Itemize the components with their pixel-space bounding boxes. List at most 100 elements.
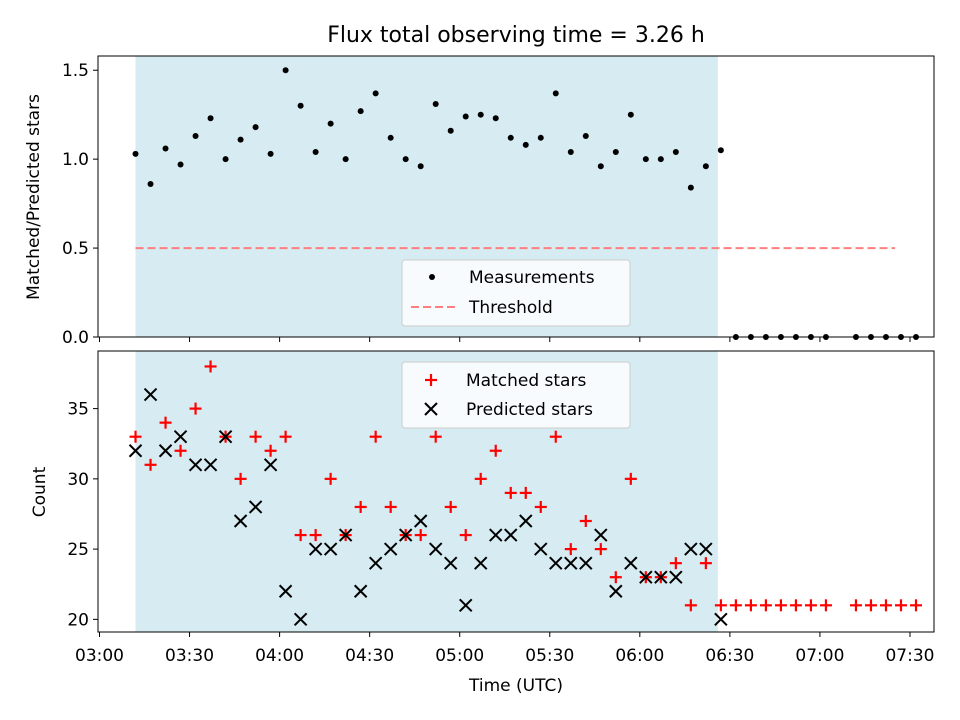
predicted-star-point xyxy=(413,514,428,528)
predicted-star-point xyxy=(654,570,668,584)
measurement-point xyxy=(522,141,529,148)
measurement-point xyxy=(162,145,169,152)
measurement-point xyxy=(357,108,364,115)
measurement-point xyxy=(702,163,709,170)
predicted-star-point xyxy=(624,556,638,570)
top-y-tick-label: 1.5 xyxy=(62,61,89,81)
matched-star-point xyxy=(234,472,247,485)
bottom-y-axis-label: Count xyxy=(30,466,50,517)
legend-predicted-marker xyxy=(424,402,438,416)
matched-star-point xyxy=(474,472,487,485)
measurement-point xyxy=(402,156,409,163)
measurement-point xyxy=(492,115,499,122)
measurement-point xyxy=(717,147,724,154)
measurement-point xyxy=(537,134,544,141)
matched-star-point xyxy=(459,529,472,542)
matched-star-point xyxy=(579,515,592,528)
predicted-star-point xyxy=(564,556,578,570)
bottom-panel: 20 25 30 35 03:00 03:30 04:00 04:30 05:00 05:30 0… xyxy=(30,350,935,696)
predicted-star-point xyxy=(504,528,518,542)
predicted-star-point xyxy=(594,528,608,542)
top-plot-frame xyxy=(97,55,935,338)
predicted-star-point xyxy=(338,528,353,542)
measurement-point xyxy=(447,127,454,134)
matched-star-point xyxy=(189,402,202,415)
matched-star-point xyxy=(129,430,142,443)
matched-star-point xyxy=(744,599,757,612)
predicted-star-point xyxy=(474,556,488,570)
bottom-x-tick-label: 03:30 xyxy=(165,646,214,666)
predicted-star-point xyxy=(383,542,398,556)
matched-star-point xyxy=(864,599,877,612)
bottom-legend-box xyxy=(401,361,631,429)
predicted-star-point xyxy=(278,584,293,598)
matched-star-point xyxy=(384,500,397,513)
matched-star-point xyxy=(684,599,697,612)
matched-star-point xyxy=(849,599,862,612)
matched-star-point xyxy=(729,599,742,612)
matched-star-point xyxy=(819,599,832,612)
bottom-plot-frame xyxy=(97,350,935,633)
predicted-star-point xyxy=(233,514,248,528)
measurement-point xyxy=(672,149,679,156)
measurement-point xyxy=(507,134,514,141)
measurement-point xyxy=(297,102,304,109)
measurement-point xyxy=(132,150,139,157)
predicted-star-point xyxy=(203,458,218,472)
bottom-x-tick-label: 06:00 xyxy=(615,646,664,666)
predicted-star-point xyxy=(549,556,563,570)
predicted-star-point xyxy=(398,528,413,542)
bottom-legend: Matched stars Predicted stars xyxy=(401,361,631,429)
predicted-star-point xyxy=(188,458,203,472)
matched-star-point xyxy=(549,430,562,443)
bottom-y-tick-label: 20 xyxy=(67,610,89,630)
matched-star-point xyxy=(354,500,367,513)
matched-star-point xyxy=(414,529,427,542)
predicted-star-point xyxy=(444,556,458,570)
matched-star-point xyxy=(534,500,547,513)
top-y-tick-label: 1.0 xyxy=(62,150,89,170)
predicted-star-point xyxy=(699,542,713,556)
matched-star-point xyxy=(789,599,802,612)
matched-star-point xyxy=(429,430,442,443)
predicted-star-point xyxy=(128,444,143,458)
matched-star-point xyxy=(504,486,517,499)
matched-star-point xyxy=(759,599,772,612)
matched-star-point xyxy=(444,500,457,513)
measurement-point xyxy=(177,161,184,168)
measurement-point xyxy=(657,156,664,163)
bottom-y-tick-label: 25 xyxy=(67,540,89,560)
matched-star-point xyxy=(324,472,337,485)
measurement-point xyxy=(642,156,649,163)
measurement-point xyxy=(417,163,424,170)
predicted-star-point xyxy=(534,542,548,556)
predicted-star-point xyxy=(353,584,368,598)
measurement-point xyxy=(282,67,289,74)
predicted-star-point xyxy=(173,429,188,444)
predicted-star-point xyxy=(714,612,728,627)
matched-star-point xyxy=(204,360,217,373)
predicted-star-point xyxy=(323,542,338,556)
bottom-x-tick-label: 03:00 xyxy=(75,646,124,666)
matched-star-point xyxy=(309,529,322,542)
bottom-x-tick-label: 05:30 xyxy=(525,646,574,666)
predicted-star-point xyxy=(308,542,323,556)
matched-star-point xyxy=(894,599,907,612)
measurement-point xyxy=(432,101,439,108)
legend-matched-marker xyxy=(425,374,437,386)
measurement-point xyxy=(267,150,274,157)
measurement-point xyxy=(477,111,484,118)
predicted-star-point xyxy=(293,612,308,627)
top-y-tick-label: 0.5 xyxy=(62,239,89,259)
predicted-star-point xyxy=(684,542,698,556)
matched-star-point xyxy=(879,599,892,612)
legend-matched-label: Matched stars xyxy=(466,371,586,391)
predicted-star-point xyxy=(639,570,653,584)
bottom-x-tick-label: 05:00 xyxy=(435,646,484,666)
predicted-star-point xyxy=(428,542,443,556)
bottom-x-tick-label: 07:30 xyxy=(885,646,934,666)
matched-star-point xyxy=(594,543,607,556)
predicted-star-point xyxy=(263,458,278,472)
measurement-point xyxy=(192,133,199,140)
matched-star-point xyxy=(294,529,307,542)
